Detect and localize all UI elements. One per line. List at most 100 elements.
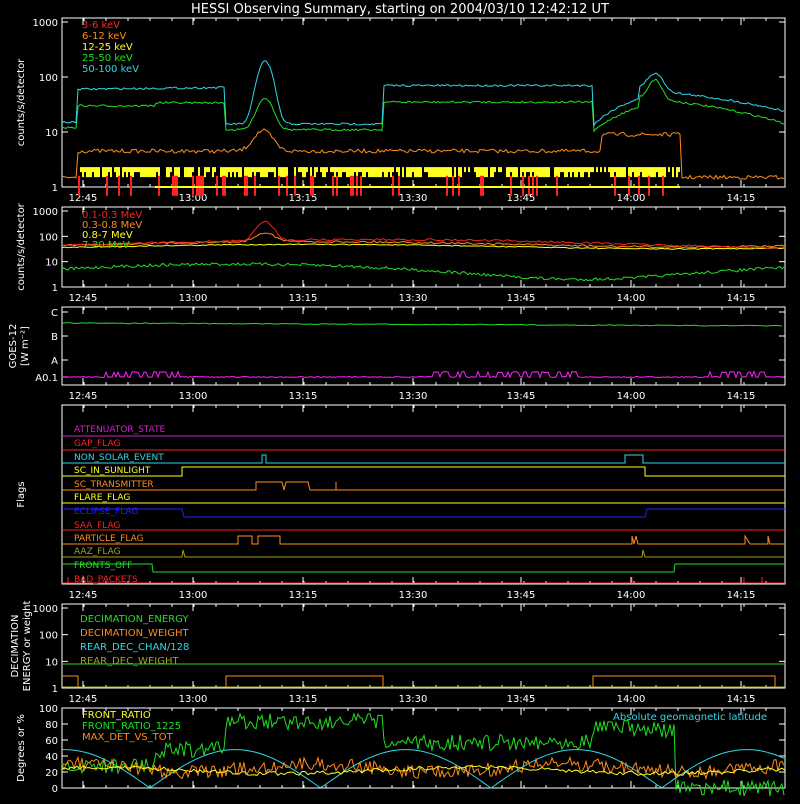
mark-12-25kev xyxy=(632,167,634,173)
y-tick-label: 100 xyxy=(39,631,58,642)
mark-12-25kev xyxy=(144,167,146,178)
mark-12-25kev xyxy=(352,167,354,178)
mark-3-6kev xyxy=(130,175,132,196)
mark-12-25kev xyxy=(108,167,110,173)
mark-12-25kev xyxy=(596,167,598,173)
mark-12-25kev xyxy=(440,167,442,178)
flag-transmitter xyxy=(62,481,785,491)
mark-3-6kev xyxy=(482,175,484,196)
series-6-12kev xyxy=(61,128,785,180)
mark-12-25kev xyxy=(500,167,502,173)
mark-12-25kev xyxy=(374,167,376,178)
mark-12-25kev xyxy=(372,167,374,178)
mark-3-6kev xyxy=(172,175,174,196)
panel-6-axes: 0 20 40 60 80 100 Degrees or % xyxy=(16,704,786,795)
mark-12-25kev xyxy=(388,167,390,173)
y-tick-label: 1 xyxy=(52,283,58,294)
y-tick-label: C xyxy=(51,308,58,319)
mark-12-25kev xyxy=(398,167,400,178)
flag-eclipse xyxy=(62,508,785,518)
mark-12-25kev xyxy=(206,167,208,173)
legend-entry: 25-50 keV xyxy=(82,53,133,64)
mark-3-6kev xyxy=(222,175,224,196)
time-tick-label: 13:00 xyxy=(179,590,208,601)
y-axis-title: DECIMATION xyxy=(10,614,21,677)
mark-12-25kev xyxy=(302,167,304,178)
mark-3-6kev xyxy=(200,175,202,196)
mark-12-25kev xyxy=(478,167,480,178)
mark-12-25kev xyxy=(166,167,168,178)
mark-12-25kev xyxy=(300,167,302,173)
mark-12-25kev xyxy=(570,167,572,178)
mark-12-25kev xyxy=(346,167,348,178)
mark-12-25kev xyxy=(418,167,420,178)
mark-12-25kev xyxy=(90,167,92,178)
mark-3-6kev xyxy=(638,175,640,196)
time-tick-label: 13:45 xyxy=(507,391,536,402)
y-tick-label: 100 xyxy=(39,73,58,84)
mark-12-25kev xyxy=(460,167,462,178)
mark-3-6kev xyxy=(158,175,160,196)
mark-12-25kev xyxy=(154,167,156,178)
time-tick-label: 14:00 xyxy=(617,293,646,304)
mark-3-6kev xyxy=(332,175,334,196)
mark-12-25kev xyxy=(138,167,140,173)
mark-12-25kev xyxy=(568,167,570,173)
series-goes-short xyxy=(61,370,785,379)
mark-3-6kev xyxy=(522,175,524,196)
mark-12-25kev xyxy=(386,167,388,178)
series-50-100kev xyxy=(61,60,785,127)
mark-12-25kev xyxy=(156,167,158,173)
mark-12-25kev xyxy=(192,167,194,173)
mark-12-25kev xyxy=(444,167,446,178)
mark-12-25kev xyxy=(94,167,96,178)
mark-12-25kev xyxy=(524,167,526,178)
mark-12-25kev xyxy=(438,167,440,178)
time-tick-label: 13:30 xyxy=(399,694,428,705)
mark-12-25kev xyxy=(514,167,516,178)
mark-12-25kev xyxy=(416,167,418,178)
mark-12-25kev xyxy=(310,167,312,178)
time-tick-label: 12:45 xyxy=(69,694,98,705)
mark-12-25kev xyxy=(96,167,98,178)
y-tick-label: B xyxy=(51,332,58,343)
legend-entry: FRONT_RATIO_1225 xyxy=(82,721,181,732)
time-tick-label: 14:00 xyxy=(617,193,646,204)
chart-title: HESSI Observing Summary, starting on 200… xyxy=(191,2,609,17)
mark-12-25kev xyxy=(512,167,514,178)
mark-12-25kev xyxy=(234,167,236,178)
legend-entry: 0.8-7 MeV xyxy=(82,230,133,241)
mark-12-25kev xyxy=(246,167,248,178)
mark-12-25kev xyxy=(222,167,224,178)
time-tick-label: 14:15 xyxy=(727,590,756,601)
mark-12-25kev xyxy=(350,167,352,178)
mark-12-25kev xyxy=(454,167,456,178)
mark-12-25kev xyxy=(298,167,300,173)
mark-12-25kev xyxy=(240,167,242,178)
mark-3-6kev xyxy=(352,175,354,196)
time-tick-label: 13:45 xyxy=(507,193,536,204)
mark-12-25kev xyxy=(612,167,614,178)
flag-label: SC_IN_SUNLIGHT xyxy=(74,466,151,476)
mark-12-25kev xyxy=(542,167,544,178)
mark-12-25kev xyxy=(442,167,444,178)
time-tick-label: 14:15 xyxy=(727,293,756,304)
mark-12-25kev xyxy=(576,167,578,178)
mark-12-25kev xyxy=(544,167,546,178)
mark-12-25kev xyxy=(280,167,282,178)
y-tick-label: 10 xyxy=(45,657,58,668)
mark-12-25kev xyxy=(610,167,612,178)
mark-3-6kev xyxy=(446,175,448,196)
flag-label: PARTICLE_FLAG xyxy=(74,534,144,544)
mark-12-25kev xyxy=(604,167,606,173)
mark-12-25kev xyxy=(250,167,252,178)
y-tick-label: 10 xyxy=(45,258,58,269)
y-axis-title: Degrees or % xyxy=(16,714,27,782)
mark-12-25kev xyxy=(254,167,256,178)
time-tick-label: 12:45 xyxy=(69,293,98,304)
mark-12-25kev xyxy=(430,167,432,178)
flag-fronts-off xyxy=(62,563,785,573)
time-tick-label: 13:45 xyxy=(507,694,536,705)
mark-12-25kev xyxy=(634,167,636,178)
time-tick-label: 13:45 xyxy=(507,293,536,304)
